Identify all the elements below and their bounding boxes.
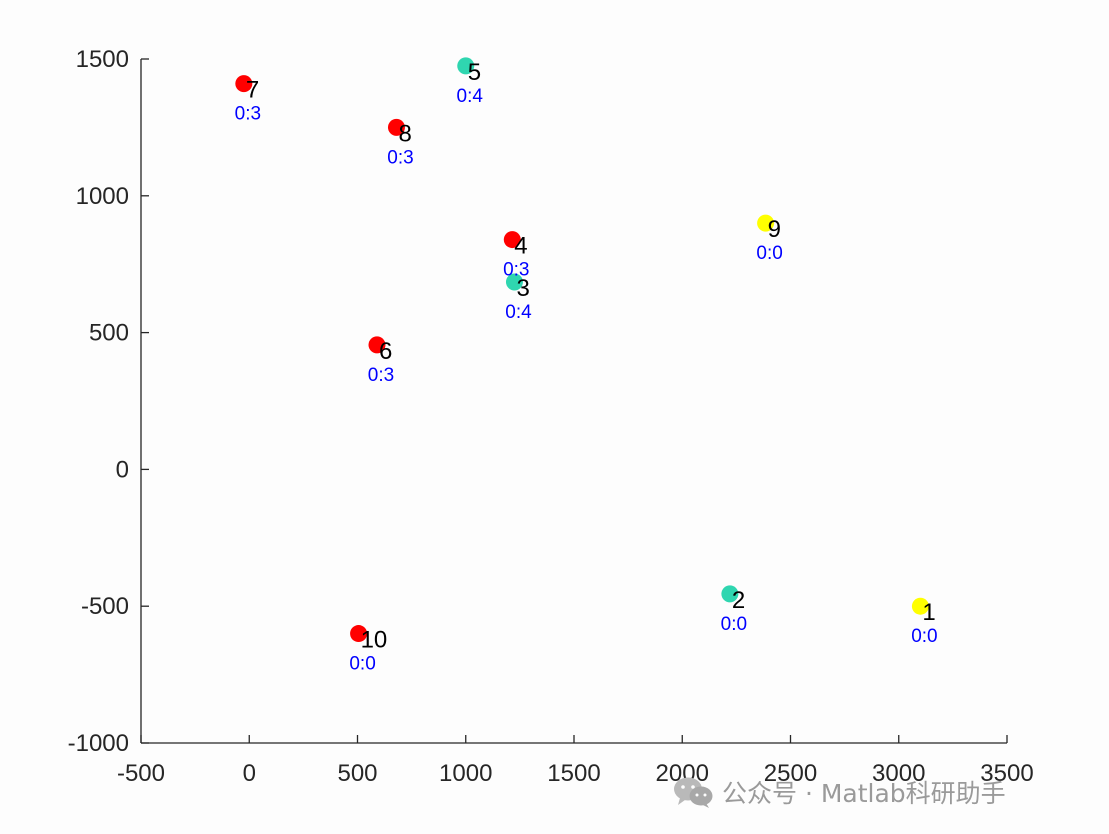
point-marker: [368, 336, 386, 354]
point-note-label: 0:3: [387, 147, 413, 168]
y-tick-label: 500: [89, 320, 129, 347]
y-tick-label: 0: [116, 456, 129, 483]
watermark-text: 公众号 · Matlab科研助手: [722, 779, 1006, 808]
scatter-point-5: 50:4: [457, 57, 484, 107]
point-id-label: 4: [514, 233, 527, 260]
point-note-label: 0:4: [457, 86, 484, 107]
scatter-point-4: 40:3: [503, 231, 530, 281]
point-id-label: 3: [516, 275, 529, 302]
point-marker: [387, 118, 405, 136]
x-tick-label: 3000: [872, 760, 925, 787]
point-marker: [350, 625, 368, 643]
x-tick-label: 3500: [980, 760, 1033, 787]
point-note-label: 0:0: [911, 626, 937, 647]
data-points: 10:020:030:440:350:460:370:380:390:0100:…: [235, 57, 938, 675]
scatter-point-7: 70:3: [235, 75, 261, 125]
point-id-label: 8: [398, 120, 411, 147]
scatter-point-1: 10:0: [911, 597, 938, 647]
point-id-label: 9: [768, 216, 781, 243]
point-id-label: 7: [246, 77, 259, 104]
point-note-label: 0:4: [505, 302, 532, 323]
point-marker: [503, 231, 521, 249]
x-tick-label: 500: [337, 760, 377, 787]
scatter-point-9: 90:0: [756, 214, 783, 264]
wechat-icon: [674, 777, 713, 808]
point-note-label: 0:0: [756, 243, 782, 264]
scatter-point-8: 80:3: [387, 118, 414, 168]
point-marker: [235, 75, 253, 93]
point-id-label: 6: [379, 338, 392, 365]
x-tick-label: 2500: [764, 760, 817, 787]
axes: [140, 59, 1007, 744]
point-note-label: 0:3: [368, 365, 394, 386]
x-axis-ticks: -500 0 500 1000 1500 2000 2500 3000 3500: [117, 735, 1034, 787]
point-id-label: 1: [922, 599, 935, 626]
y-tick-label: 1500: [76, 46, 129, 73]
point-id-label: 10: [361, 627, 388, 654]
y-tick-label: 1000: [76, 183, 129, 210]
x-tick-label: 0: [243, 760, 256, 787]
point-note-label: 0:3: [235, 104, 261, 125]
scatter-point-3: 30:4: [505, 273, 532, 323]
point-marker: [457, 57, 475, 75]
watermark: 公众号 · Matlab科研助手: [672, 772, 1006, 812]
point-note-label: 0:0: [349, 654, 375, 675]
scatter-point-6: 60:3: [368, 336, 394, 386]
point-marker: [911, 597, 929, 615]
scatter-point-10: 100:0: [349, 625, 387, 675]
point-id-label: 2: [732, 587, 745, 614]
y-tick-label: -500: [81, 593, 129, 620]
scatter-point-2: 20:0: [721, 585, 747, 635]
point-marker: [505, 273, 523, 291]
x-tick-label: 1500: [547, 760, 600, 787]
point-id-label: 5: [468, 59, 481, 86]
point-marker: [721, 585, 739, 603]
y-axis-ticks: -1000 -500 0 500 1000 1500: [68, 46, 149, 757]
point-marker: [757, 214, 775, 232]
x-tick-label: -500: [117, 760, 165, 787]
x-tick-label: 1000: [439, 760, 492, 787]
point-note-label: 0:3: [503, 260, 529, 281]
y-tick-label: -1000: [68, 730, 129, 757]
point-note-label: 0:0: [721, 614, 747, 635]
